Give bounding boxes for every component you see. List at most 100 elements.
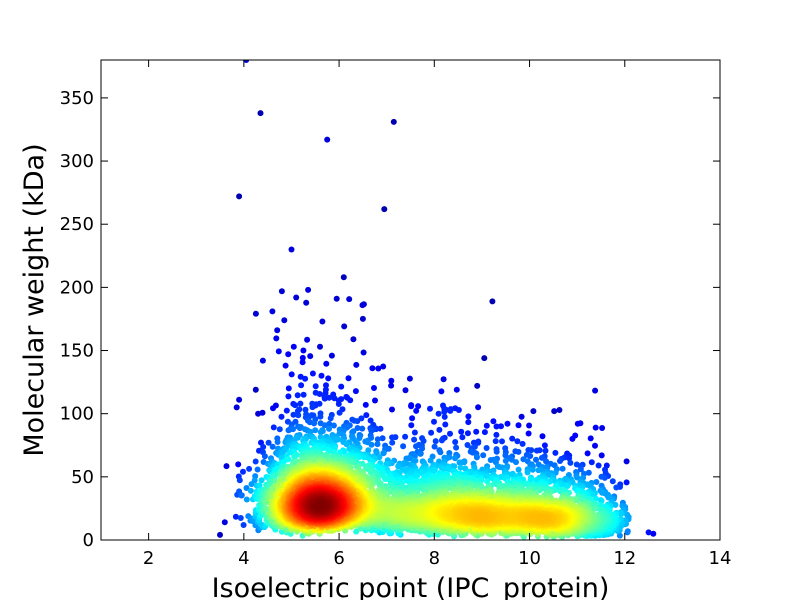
data-point	[428, 429, 435, 436]
data-point	[326, 425, 332, 432]
data-point	[288, 246, 295, 253]
data-point	[299, 359, 306, 366]
data-point	[374, 441, 381, 448]
data-point	[427, 405, 433, 412]
data-point	[328, 352, 335, 359]
data-point	[502, 457, 509, 464]
data-point	[252, 386, 259, 393]
data-point	[518, 413, 525, 420]
data-point	[260, 444, 267, 450]
data-point	[295, 412, 302, 419]
data-point	[274, 327, 281, 334]
data-point	[533, 456, 539, 463]
data-point	[613, 484, 620, 491]
data-point	[408, 422, 415, 429]
data-point	[360, 349, 367, 356]
data-point	[380, 450, 387, 457]
data-point	[498, 423, 504, 430]
data-point	[375, 365, 382, 372]
data-point	[616, 532, 623, 539]
data-point	[487, 457, 494, 463]
data-point	[235, 461, 242, 468]
data-point	[369, 365, 376, 372]
data-point	[574, 474, 580, 481]
data-point	[400, 443, 407, 450]
data-point	[539, 433, 546, 440]
data-point	[465, 413, 472, 420]
data-point	[559, 465, 566, 472]
data-point	[650, 530, 657, 537]
data-point	[388, 377, 395, 384]
data-point	[243, 60, 250, 63]
data-point	[493, 448, 500, 455]
data-point	[552, 449, 559, 456]
data-point	[525, 447, 532, 453]
data-point	[275, 348, 282, 355]
data-point	[395, 463, 402, 470]
data-point	[379, 435, 386, 442]
data-point	[336, 409, 343, 416]
data-point	[645, 529, 652, 536]
data-point	[411, 436, 418, 443]
data-point	[294, 408, 301, 414]
data-point	[272, 402, 279, 409]
data-point	[285, 393, 292, 400]
data-point	[451, 463, 458, 470]
data-point	[303, 299, 310, 306]
data-point	[254, 466, 261, 473]
data-point	[402, 387, 409, 394]
data-point	[413, 473, 420, 480]
data-point	[413, 443, 419, 450]
data-point	[515, 422, 522, 429]
data-point	[300, 391, 307, 398]
data-point	[259, 357, 266, 364]
data-point	[368, 427, 375, 434]
data-point	[408, 403, 415, 410]
data-point	[535, 467, 542, 474]
data-point	[624, 528, 631, 535]
data-point	[297, 400, 304, 407]
data-point	[341, 323, 348, 330]
data-point	[473, 428, 480, 435]
data-point	[525, 430, 532, 437]
data-point	[309, 404, 316, 411]
data-point	[368, 441, 375, 448]
data-point	[442, 421, 449, 428]
data-point	[431, 443, 438, 450]
data-point	[527, 453, 534, 459]
data-point	[236, 396, 243, 403]
data-point	[592, 387, 599, 394]
data-point	[390, 118, 397, 125]
data-point	[321, 422, 328, 429]
data-point	[412, 457, 419, 464]
data-point	[493, 431, 500, 438]
data-point	[623, 479, 630, 486]
data-point	[440, 466, 447, 472]
data-point	[323, 382, 329, 389]
data-point	[319, 318, 326, 325]
data-point	[293, 294, 300, 301]
data-point	[453, 444, 460, 451]
data-point	[354, 425, 361, 431]
data-point	[359, 302, 366, 309]
data-point	[261, 453, 268, 460]
data-point	[557, 458, 563, 464]
data-point	[346, 296, 353, 303]
data-point	[325, 375, 332, 382]
data-point	[572, 432, 579, 439]
data-point	[464, 442, 471, 448]
data-point	[389, 434, 396, 441]
data-point	[312, 383, 319, 390]
data-point	[527, 476, 534, 483]
data-point	[290, 343, 297, 350]
data-point	[480, 452, 487, 459]
data-point	[251, 477, 258, 484]
data-point	[294, 392, 301, 399]
data-point	[330, 422, 337, 429]
data-point	[362, 401, 369, 408]
data-point	[269, 443, 276, 450]
data-point	[236, 477, 243, 484]
data-point	[456, 459, 463, 466]
data-point	[367, 417, 374, 424]
